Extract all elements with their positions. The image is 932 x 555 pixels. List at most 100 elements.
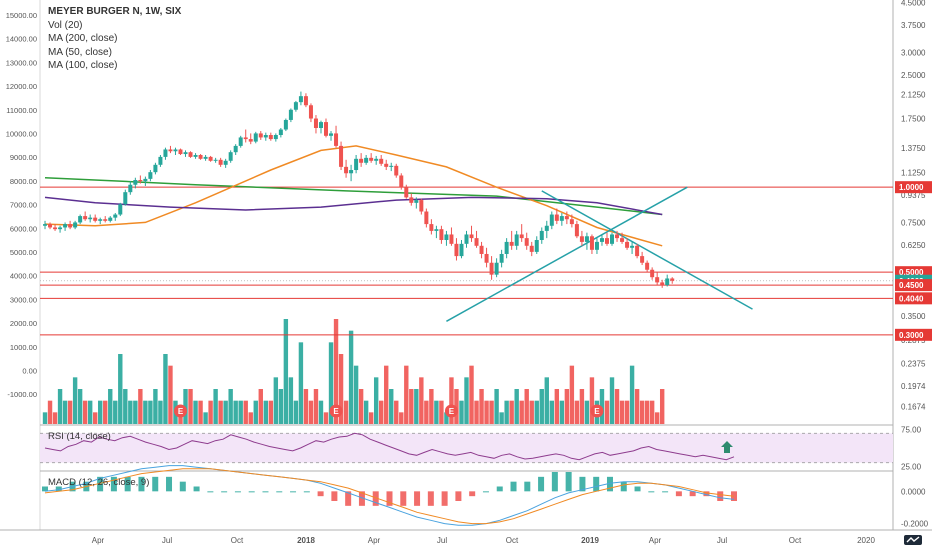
ma-200-line [44, 176, 663, 216]
candle-body [344, 166, 349, 174]
volume-bar [248, 412, 253, 424]
volume-bar [358, 389, 364, 424]
price-level-badge-label: 0.3000 [899, 331, 924, 340]
time-tick-label: Apr [368, 536, 381, 545]
volume-bar [574, 400, 580, 424]
earnings-marker-label: E [594, 407, 600, 416]
candle-body [318, 122, 323, 128]
candle-body [519, 234, 524, 239]
candle-body [469, 234, 474, 239]
volume-bar [198, 400, 203, 424]
legend-item-ma100[interactable]: MA (100, close) [48, 60, 118, 71]
candle-body [625, 241, 630, 248]
time-tick-label: Apr [649, 536, 662, 545]
candle-body [283, 119, 288, 130]
price-tick-label: 0.6250 [901, 241, 926, 250]
legend-item-ma50[interactable]: MA (50, close) [48, 46, 112, 58]
candle-body [148, 172, 153, 179]
macd-histogram-bar [496, 486, 503, 492]
volume-bar [77, 389, 83, 424]
candle-body [599, 238, 604, 242]
volume-tick-label: 7000.00 [10, 201, 37, 210]
volume-bar [624, 400, 630, 424]
candle-body [103, 219, 108, 221]
candle-body [223, 160, 228, 165]
volume-bar [474, 400, 479, 424]
macd-histogram-bar [193, 486, 200, 492]
volume-bar [419, 377, 424, 424]
macd-histogram-bar [593, 476, 600, 492]
volume-bar [579, 389, 585, 424]
time-tick-label: Oct [506, 536, 519, 545]
macd-histogram-bar [455, 491, 462, 501]
macd-line [44, 465, 735, 526]
macd-histogram-bar [207, 491, 214, 493]
volume-bar [57, 389, 63, 424]
tradingview-logo-icon [904, 535, 922, 545]
volume-bar [47, 400, 53, 424]
candle-body [610, 234, 615, 244]
volume-bar [348, 330, 354, 424]
volume-bar [113, 400, 118, 424]
volume-bar [429, 389, 434, 424]
legend-item-volume[interactable]: Vol (20) [48, 19, 83, 31]
candle-body [564, 216, 569, 220]
macd-histogram-bar [400, 491, 407, 506]
candle-body [208, 156, 213, 161]
volume-bar [654, 412, 660, 424]
volume-bar [163, 354, 168, 424]
volume-bar [328, 342, 334, 424]
volume-bar [138, 389, 143, 424]
volume-bar [293, 400, 299, 424]
macd-histogram-bar [524, 481, 531, 492]
volume-bar [268, 400, 274, 424]
earnings-marker [444, 404, 458, 418]
candle-body [494, 262, 499, 275]
earnings-marker-label: E [449, 407, 455, 416]
volume-bar [449, 377, 454, 424]
volume-bar [263, 400, 268, 424]
price-level-badge [895, 181, 932, 194]
candle-body [48, 224, 53, 228]
volume-bar [243, 400, 248, 424]
candle-body [630, 245, 635, 248]
macd-histogram-bar [648, 491, 655, 493]
volume-bar [404, 365, 409, 424]
candle-body [389, 165, 394, 167]
volume-bar [564, 389, 570, 424]
ma-100-line [44, 196, 663, 216]
legend-item-ma200[interactable]: MA (200, close) [48, 33, 118, 44]
volume-bar [534, 400, 539, 424]
time-tick-label: Oct [789, 536, 802, 545]
macd-pane-label[interactable]: MACD (12, 26, close, 9) [48, 477, 150, 488]
candle-body [584, 236, 589, 242]
volume-bar [368, 412, 374, 424]
candle-body [454, 243, 459, 257]
volume-bar [218, 400, 223, 424]
candle-body [394, 165, 399, 176]
macd-histogram-bar [717, 491, 724, 501]
price-level-badge [895, 328, 932, 341]
volume-bar [439, 400, 444, 424]
volume-bar [128, 400, 133, 424]
volume-bar [288, 377, 294, 424]
volume-tick-label: 4000.00 [10, 272, 37, 281]
volume-bar [559, 400, 565, 424]
volume-bar [524, 389, 529, 424]
price-tick-label: 0.1674 [901, 402, 926, 411]
candle-body [143, 178, 148, 182]
legend-title[interactable]: MEYER BURGER N, 1W, SIX [48, 6, 182, 17]
macd-histogram-bar [565, 472, 572, 492]
candle-body [349, 170, 354, 174]
earnings-marker [329, 404, 343, 418]
volume-bar [609, 377, 615, 424]
candle-body [424, 211, 429, 225]
macd-tick-label: 0.0000 [901, 487, 926, 496]
volume-bar [273, 377, 279, 424]
macd-histogram-bar [482, 491, 489, 493]
candle-body [670, 278, 675, 281]
rsi-pane-label[interactable]: RSI (14, close) [48, 431, 111, 442]
price-tick-label: 0.9375 [901, 191, 926, 200]
price-tick-label: 0.2375 [901, 359, 926, 368]
